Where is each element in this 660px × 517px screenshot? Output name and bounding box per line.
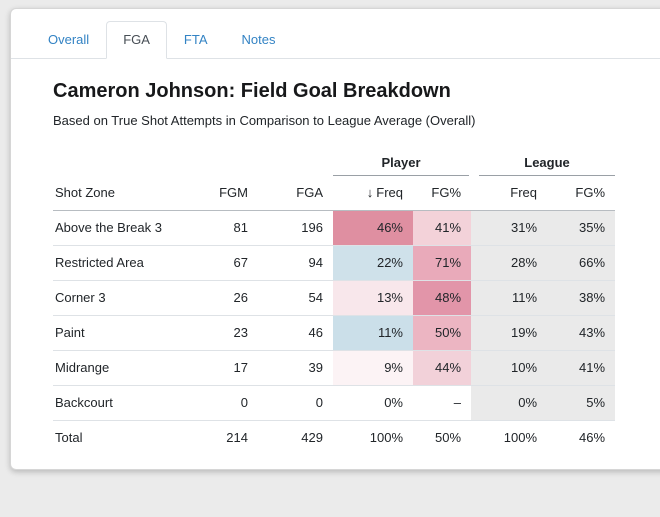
table-row: Paint 23 46 11% 50% 19% 43% <box>53 314 616 351</box>
fgm-cell: 0 <box>203 384 258 421</box>
fga-cell: 429 <box>258 419 333 456</box>
column-header-player-freq-label: Freq <box>376 185 403 201</box>
group-header-player: Player <box>333 148 471 177</box>
page-subtitle: Based on True Shot Attempts in Compariso… <box>53 112 476 128</box>
fgm-cell: 26 <box>203 279 258 316</box>
card-body: Cameron Johnson: Field Goal Breakdown Ba… <box>11 59 660 456</box>
league-fg-pct-cell: 41% <box>547 349 616 386</box>
league-fg-pct-cell: 5% <box>547 384 616 421</box>
player-fg-pct-cell: 71% <box>413 244 472 281</box>
player-fg-pct-cell: – <box>413 384 472 421</box>
shot-zone-cell: Total <box>53 419 203 456</box>
column-header-player-fg-pct[interactable]: FG% <box>413 176 472 211</box>
player-freq-cell: 100% <box>333 419 413 456</box>
column-header-player-freq[interactable]: ↓ Freq <box>333 176 413 211</box>
column-header-fga[interactable]: FGA <box>258 176 333 211</box>
shot-zone-cell: Paint <box>53 314 203 351</box>
tab-notes[interactable]: Notes <box>241 32 276 47</box>
tab-fta[interactable]: FTA <box>183 32 208 47</box>
group-header-player-label: Player <box>333 155 470 177</box>
column-header-league-fg-pct[interactable]: FG% <box>547 176 616 211</box>
league-fg-pct-cell: 35% <box>547 209 616 246</box>
shot-zone-cell: Restricted Area <box>53 244 203 281</box>
league-freq-cell: 0% <box>471 384 548 421</box>
fga-cell: 94 <box>258 244 333 281</box>
player-freq-cell: 13% <box>333 279 413 316</box>
league-fg-pct-cell: 46% <box>547 419 616 456</box>
player-freq-cell: 46% <box>333 209 413 246</box>
group-header-league: League <box>471 148 616 177</box>
fgm-cell: 67 <box>203 244 258 281</box>
fga-cell: 54 <box>258 279 333 316</box>
table-row-total: Total 214 429 100% 50% 100% 46% <box>53 419 616 456</box>
fgm-cell: 23 <box>203 314 258 351</box>
group-header-spacer <box>53 148 333 176</box>
player-freq-cell: 0% <box>333 384 413 421</box>
tab-bar: Overall FGA FTA Notes <box>11 9 660 59</box>
column-header-fgm[interactable]: FGM <box>203 176 258 211</box>
player-freq-cell: 11% <box>333 314 413 351</box>
league-freq-cell: 11% <box>471 279 548 316</box>
league-freq-cell: 28% <box>471 244 548 281</box>
league-freq-cell: 31% <box>471 209 548 246</box>
player-fg-pct-cell: 50% <box>413 419 472 456</box>
stats-card: Overall FGA FTA Notes Cameron Johnson: F… <box>10 8 660 471</box>
fga-cell: 39 <box>258 349 333 386</box>
league-freq-cell: 100% <box>471 419 548 456</box>
player-fg-pct-cell: 41% <box>413 209 472 246</box>
player-fg-pct-cell: 44% <box>413 349 472 386</box>
fgm-cell: 81 <box>203 209 258 246</box>
column-header-row: Shot Zone FGM FGA ↓ Freq FG% Freq FG% <box>53 176 616 211</box>
table-row: Corner 3 26 54 13% 48% 11% 38% <box>53 279 616 316</box>
group-header-row: Player League <box>53 148 616 177</box>
player-fg-pct-cell: 48% <box>413 279 472 316</box>
table-row: Midrange 17 39 9% 44% 10% 41% <box>53 349 616 386</box>
shot-zone-cell: Above the Break 3 <box>53 209 203 246</box>
fga-cell: 46 <box>258 314 333 351</box>
tab-overall[interactable]: Overall <box>48 32 90 47</box>
group-header-league-label: League <box>479 155 616 177</box>
league-freq-cell: 19% <box>471 314 548 351</box>
table-row: Backcourt 0 0 0% – 0% 5% <box>53 384 616 421</box>
fga-cell: 0 <box>258 384 333 421</box>
player-freq-cell: 9% <box>333 349 413 386</box>
player-fg-pct-cell: 50% <box>413 314 472 351</box>
shot-zone-table: Player League Shot Zone FGM FGA ↓ Freq FG… <box>53 148 616 456</box>
shot-zone-cell: Corner 3 <box>53 279 203 316</box>
fgm-cell: 17 <box>203 349 258 386</box>
sort-desc-icon: ↓ <box>366 185 374 201</box>
shot-zone-cell: Backcourt <box>53 384 203 421</box>
fga-cell: 196 <box>258 209 333 246</box>
column-header-league-freq[interactable]: Freq <box>471 176 548 211</box>
page-title: Cameron Johnson: Field Goal Breakdown <box>53 79 451 102</box>
shot-zone-cell: Midrange <box>53 349 203 386</box>
league-fg-pct-cell: 66% <box>547 244 616 281</box>
league-fg-pct-cell: 38% <box>547 279 616 316</box>
tab-fga[interactable]: FGA <box>106 21 167 59</box>
league-freq-cell: 10% <box>471 349 548 386</box>
player-freq-cell: 22% <box>333 244 413 281</box>
table-row: Restricted Area 67 94 22% 71% 28% 66% <box>53 244 616 281</box>
table-row: Above the Break 3 81 196 46% 41% 31% 35% <box>53 209 616 246</box>
fgm-cell: 214 <box>203 419 258 456</box>
column-header-shot-zone[interactable]: Shot Zone <box>53 176 203 211</box>
league-fg-pct-cell: 43% <box>547 314 616 351</box>
